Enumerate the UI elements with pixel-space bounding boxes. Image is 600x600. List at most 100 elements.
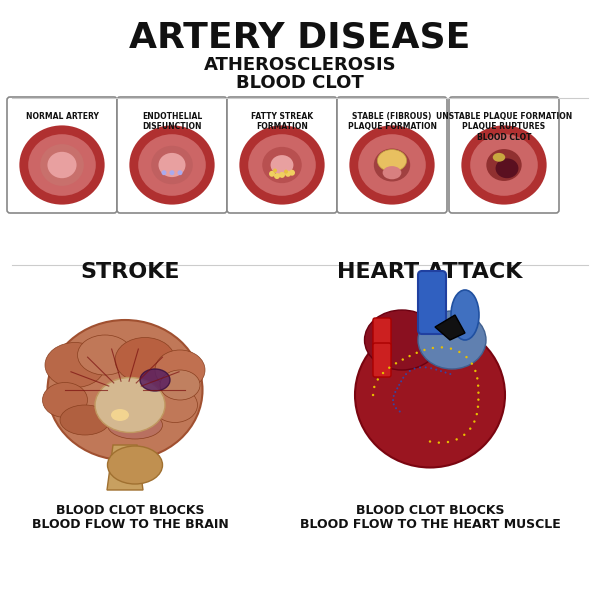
Circle shape — [445, 371, 446, 374]
Polygon shape — [435, 315, 465, 340]
Ellipse shape — [487, 149, 521, 181]
Ellipse shape — [28, 134, 96, 196]
Text: ENDOTHELIAL
DISFUNCTION: ENDOTHELIAL DISFUNCTION — [142, 112, 202, 131]
Ellipse shape — [45, 343, 105, 388]
Circle shape — [435, 368, 437, 371]
Ellipse shape — [151, 146, 193, 184]
Circle shape — [382, 372, 384, 374]
Ellipse shape — [461, 125, 547, 205]
FancyBboxPatch shape — [337, 97, 447, 213]
Circle shape — [476, 413, 478, 415]
Circle shape — [170, 170, 175, 175]
Circle shape — [289, 170, 295, 176]
Circle shape — [477, 398, 479, 401]
Text: BLOOD CLOT BLOCKS: BLOOD CLOT BLOCKS — [56, 503, 204, 517]
Circle shape — [419, 367, 421, 368]
Ellipse shape — [374, 148, 410, 181]
Text: BLOOD FLOW TO THE HEART MUSCLE: BLOOD FLOW TO THE HEART MUSCLE — [299, 517, 560, 530]
Text: BLOOD CLOT: BLOOD CLOT — [236, 74, 364, 92]
Circle shape — [463, 434, 466, 436]
Circle shape — [392, 399, 394, 401]
Ellipse shape — [158, 153, 185, 177]
Circle shape — [269, 171, 275, 177]
Ellipse shape — [271, 155, 293, 175]
Circle shape — [425, 367, 427, 368]
Circle shape — [465, 356, 467, 358]
Circle shape — [440, 346, 443, 349]
Text: ATHEROSCLEROSIS: ATHEROSCLEROSIS — [203, 56, 397, 74]
Circle shape — [398, 384, 400, 386]
Ellipse shape — [451, 290, 479, 340]
Circle shape — [388, 367, 391, 369]
Circle shape — [161, 170, 167, 175]
Circle shape — [450, 347, 452, 350]
Text: ARTERY DISEASE: ARTERY DISEASE — [130, 21, 470, 55]
Circle shape — [477, 406, 479, 408]
Ellipse shape — [43, 383, 88, 418]
Circle shape — [279, 172, 285, 178]
Circle shape — [458, 351, 461, 353]
Polygon shape — [107, 445, 143, 490]
Circle shape — [372, 394, 374, 396]
Ellipse shape — [138, 134, 206, 196]
Ellipse shape — [418, 311, 486, 369]
Ellipse shape — [349, 125, 434, 205]
Circle shape — [437, 442, 440, 444]
Circle shape — [469, 427, 472, 430]
Ellipse shape — [60, 405, 110, 435]
Ellipse shape — [152, 388, 197, 422]
Circle shape — [477, 385, 479, 387]
Circle shape — [470, 362, 473, 365]
FancyBboxPatch shape — [373, 343, 391, 377]
Circle shape — [431, 347, 434, 349]
Circle shape — [393, 395, 395, 397]
Text: STROKE: STROKE — [80, 262, 180, 282]
Text: FATTY STREAK
FORMATION: FATTY STREAK FORMATION — [251, 112, 313, 131]
Circle shape — [449, 373, 451, 375]
Circle shape — [477, 391, 479, 394]
Circle shape — [178, 170, 182, 175]
FancyBboxPatch shape — [418, 271, 446, 334]
Circle shape — [399, 410, 401, 412]
Ellipse shape — [365, 310, 439, 370]
Ellipse shape — [107, 446, 163, 484]
Ellipse shape — [140, 369, 170, 391]
Circle shape — [402, 377, 404, 379]
Ellipse shape — [160, 370, 200, 400]
Ellipse shape — [493, 153, 505, 161]
Circle shape — [393, 403, 395, 406]
Text: STABLE (FIBROUS)
PLAQUE FORMATION: STABLE (FIBROUS) PLAQUE FORMATION — [347, 112, 437, 131]
Circle shape — [274, 173, 280, 179]
Circle shape — [405, 373, 407, 375]
Ellipse shape — [77, 335, 133, 375]
Ellipse shape — [19, 125, 104, 205]
Circle shape — [474, 370, 476, 372]
FancyBboxPatch shape — [7, 97, 117, 213]
Circle shape — [284, 170, 288, 173]
Ellipse shape — [130, 125, 215, 205]
Circle shape — [416, 352, 418, 354]
Circle shape — [409, 355, 411, 357]
Ellipse shape — [470, 134, 538, 196]
Ellipse shape — [155, 350, 205, 390]
Text: BLOOD FLOW TO THE BRAIN: BLOOD FLOW TO THE BRAIN — [32, 517, 229, 530]
Circle shape — [429, 440, 431, 443]
Circle shape — [430, 367, 432, 369]
Ellipse shape — [115, 337, 175, 383]
Text: BLOOD CLOT BLOCKS: BLOOD CLOT BLOCKS — [356, 503, 504, 517]
Circle shape — [394, 391, 397, 393]
Ellipse shape — [47, 320, 203, 460]
Ellipse shape — [358, 134, 426, 196]
Text: HEART ATTACK: HEART ATTACK — [337, 262, 523, 282]
Text: UNSTABLE PLAQUE FORMATION
PLAQUE RUPTURES
BLOOD CLOT: UNSTABLE PLAQUE FORMATION PLAQUE RUPTURE… — [436, 112, 572, 142]
Ellipse shape — [239, 125, 325, 205]
FancyBboxPatch shape — [373, 318, 391, 357]
Circle shape — [373, 386, 376, 388]
Ellipse shape — [95, 377, 165, 433]
Ellipse shape — [377, 149, 407, 172]
Circle shape — [395, 407, 397, 409]
Circle shape — [273, 169, 277, 173]
FancyBboxPatch shape — [449, 97, 559, 213]
Ellipse shape — [40, 144, 84, 186]
Circle shape — [476, 377, 478, 380]
